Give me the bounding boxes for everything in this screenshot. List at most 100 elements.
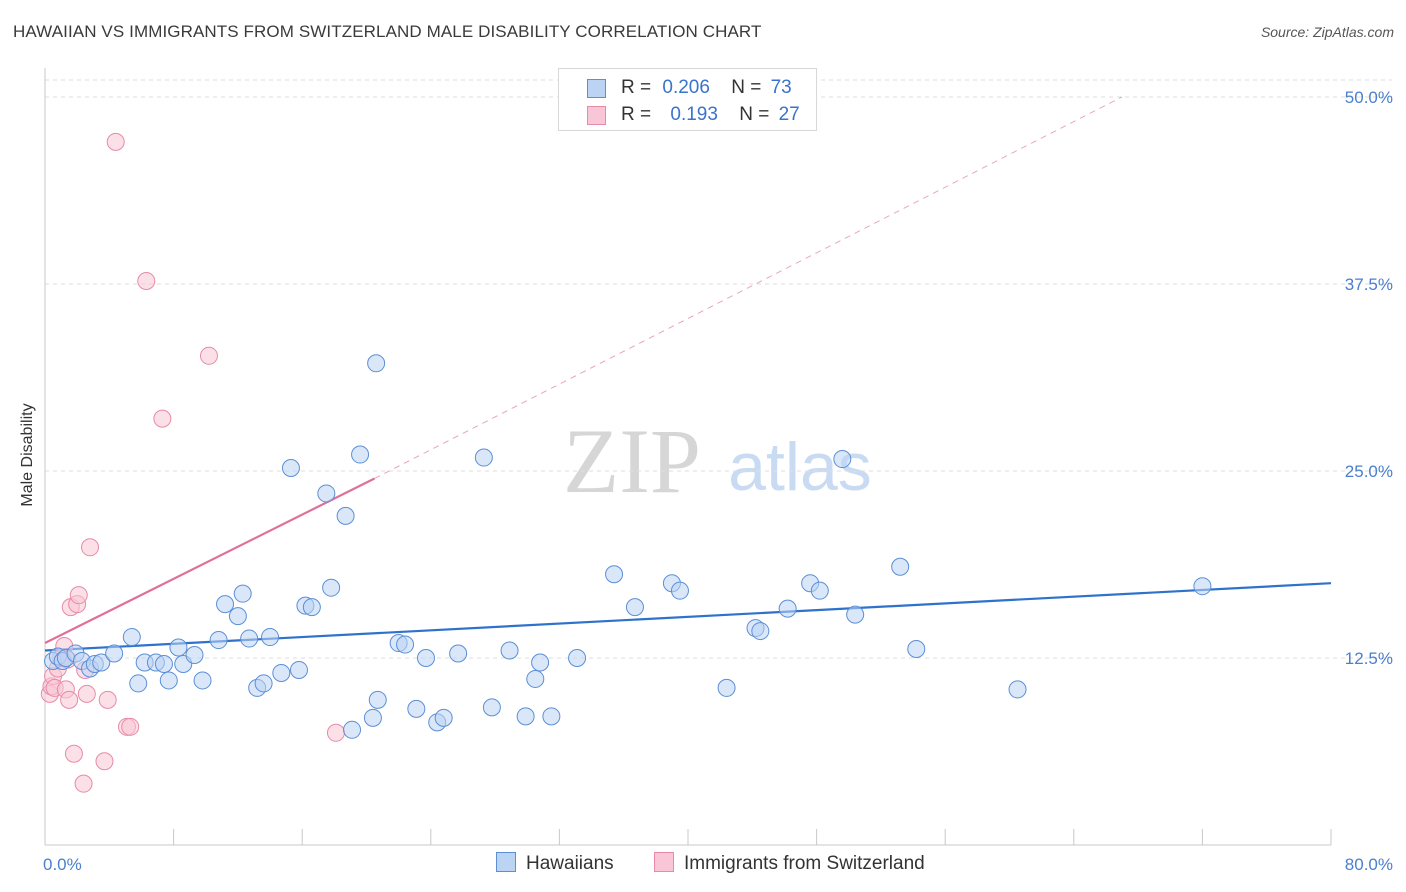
point-hawaiian — [605, 565, 624, 584]
point-hawaiian — [169, 638, 188, 657]
point-hawaiian — [240, 629, 259, 648]
point-hawaiian — [434, 708, 453, 727]
point-hawaiian — [209, 631, 228, 650]
trend-line-switzerland — [44, 477, 376, 645]
point-switzerland — [74, 774, 93, 793]
point-hawaiian — [233, 584, 252, 603]
point-hawaiian — [254, 674, 273, 693]
source-label: Source: ZipAtlas.com — [1260, 24, 1394, 40]
point-hawaiian — [92, 653, 111, 672]
points — [40, 132, 1212, 793]
point-switzerland — [60, 690, 79, 709]
legend-n-value: 27 — [778, 104, 800, 125]
point-hawaiian — [261, 628, 280, 647]
point-hawaiian — [322, 578, 341, 597]
point-switzerland — [137, 272, 156, 291]
point-hawaiian — [216, 595, 235, 614]
point-hawaiian — [500, 641, 519, 660]
tick-labels: 12.5% 25.0% 37.5% 50.0% 0.0% 80.0% — [43, 88, 1393, 874]
legend: R = 0.206 N = 73 R = 0.193 N = 27 — [558, 68, 817, 131]
point-switzerland — [326, 723, 345, 742]
y-tick-label: 25.0% — [1345, 462, 1393, 481]
point-hawaiian — [228, 607, 247, 626]
bottom-legend-swatch-blue — [496, 852, 516, 872]
grid — [45, 79, 1392, 659]
point-hawaiian — [474, 448, 493, 467]
legend-swatch-blue — [587, 79, 606, 98]
point-switzerland — [64, 744, 83, 763]
point-hawaiian — [526, 669, 545, 688]
x-tick-label: 80.0% — [1345, 855, 1393, 874]
point-switzerland — [81, 538, 100, 557]
point-hawaiian — [625, 598, 644, 617]
point-hawaiian — [336, 506, 355, 525]
y-tick-label: 12.5% — [1345, 649, 1393, 668]
point-hawaiian — [351, 445, 370, 464]
point-hawaiian — [810, 581, 829, 600]
point-switzerland — [199, 346, 218, 365]
bottom-legend-label: Hawaiians — [526, 853, 614, 874]
axes — [44, 68, 1332, 846]
y-tick-label: 37.5% — [1345, 275, 1393, 294]
legend-swatch-pink — [587, 106, 606, 125]
legend-r-value: 0.193 — [670, 104, 718, 125]
point-hawaiian — [778, 599, 797, 618]
point-switzerland — [106, 132, 125, 151]
trend-line-hawaiians — [44, 582, 1332, 652]
point-hawaiian — [368, 690, 387, 709]
chart-title: HAWAIIAN VS IMMIGRANTS FROM SWITZERLAND … — [13, 22, 762, 41]
point-hawaiian — [717, 678, 736, 697]
point-hawaiian — [542, 707, 561, 726]
watermark-atlas: atlas — [728, 429, 872, 505]
point-hawaiian — [122, 628, 141, 647]
point-hawaiian — [289, 660, 308, 679]
point-hawaiian — [907, 640, 926, 659]
point-hawaiian — [154, 654, 173, 673]
point-hawaiian — [1008, 680, 1027, 699]
legend-r-value: 0.206 — [662, 77, 710, 98]
point-hawaiian — [833, 450, 852, 469]
point-hawaiian — [272, 663, 291, 682]
watermark-zip: ZIP — [563, 410, 701, 512]
point-hawaiian — [449, 644, 468, 663]
bottom-legend-swatch-pink — [654, 852, 674, 872]
point-hawaiian — [363, 708, 382, 727]
point-hawaiian — [367, 354, 386, 373]
point-hawaiian — [159, 671, 178, 690]
point-hawaiian — [416, 649, 435, 667]
bottom-legend-hawaiians: Hawaiians — [496, 852, 614, 875]
point-hawaiian — [482, 698, 501, 717]
point-hawaiian — [281, 459, 300, 478]
watermark: ZIP atlas — [563, 410, 872, 512]
legend-n-value: 73 — [770, 77, 792, 98]
legend-n-label: N = — [731, 77, 762, 98]
point-hawaiian — [670, 581, 689, 600]
y-tick-label: 50.0% — [1345, 88, 1393, 107]
point-hawaiian — [531, 653, 550, 672]
x-tick-label: 0.0% — [43, 855, 82, 874]
trend-lines — [44, 96, 1332, 652]
point-switzerland — [121, 717, 140, 736]
point-hawaiian — [185, 646, 204, 665]
point-hawaiian — [129, 674, 148, 693]
legend-n-label: N = — [739, 104, 770, 125]
legend-r-label: R = — [621, 77, 652, 98]
bottom-legend-switzerland: Immigrants from Switzerland — [654, 852, 925, 875]
point-hawaiian — [568, 649, 587, 667]
bottom-legend-label: Immigrants from Switzerland — [684, 853, 925, 874]
point-hawaiian — [317, 484, 336, 503]
point-switzerland — [153, 409, 172, 428]
point-hawaiian — [516, 707, 535, 726]
point-hawaiian — [751, 622, 770, 641]
point-switzerland — [98, 690, 117, 709]
point-hawaiian — [407, 699, 426, 718]
point-hawaiian — [891, 557, 910, 576]
point-hawaiian — [1193, 577, 1212, 596]
point-hawaiian — [343, 720, 362, 739]
trend-extension-switzerland — [374, 96, 1123, 479]
point-switzerland — [77, 684, 96, 703]
point-hawaiian — [105, 644, 124, 663]
point-hawaiian — [302, 598, 321, 617]
point-hawaiian — [396, 635, 415, 654]
